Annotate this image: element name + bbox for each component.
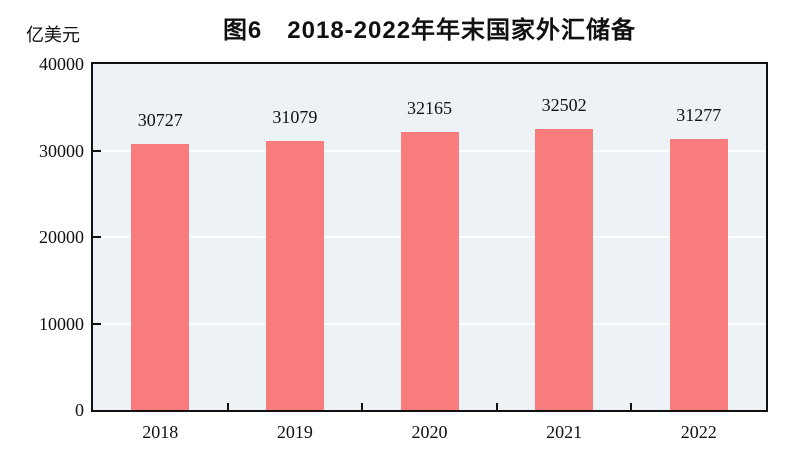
x-axis-tick-3 — [495, 403, 498, 410]
x-axis-tick-2 — [361, 403, 364, 410]
y-axis-unit-label: 亿美元 — [26, 25, 80, 45]
y-axis-label-20000: 20000 — [39, 227, 84, 247]
x-axis-tick-4 — [630, 403, 633, 410]
bar-2021 — [535, 128, 594, 410]
x-axis-tick-1 — [226, 403, 229, 410]
x-axis-label-2019: 2019 — [276, 422, 313, 442]
chart-title: 图6 2018-2022年年末国家外汇储备 — [222, 17, 637, 44]
value-label-2019: 31079 — [272, 107, 318, 128]
bar-2020 — [400, 131, 459, 410]
y-axis-label-30000: 30000 — [39, 140, 84, 161]
x-axis-label-2022: 2022 — [680, 422, 717, 442]
x-axis-label-2018: 2018 — [142, 422, 179, 442]
y-axis-tick-30000 — [93, 149, 101, 152]
y-axis-tick-20000 — [93, 236, 101, 238]
plot-area: 30727 31079 32165 32502 31277 — [91, 62, 768, 412]
y-axis-label-10000: 10000 — [39, 313, 84, 334]
value-label-2021: 32502 — [541, 94, 587, 115]
y-axis-tick-10000 — [93, 322, 101, 325]
x-axis-tick-labels: 2018 2019 2020 2021 2022 — [91, 420, 768, 446]
bar-2022 — [669, 139, 728, 410]
value-label-2020: 32165 — [407, 97, 452, 118]
bar-2018 — [131, 144, 190, 410]
y-axis-tick-labels: 0 10000 20000 30000 40000 — [0, 54, 84, 420]
bar-2019 — [265, 141, 324, 410]
y-axis-label-40000: 40000 — [39, 54, 84, 74]
x-axis-label-2020: 2020 — [411, 422, 448, 442]
y-axis-label-0: 0 — [75, 400, 84, 420]
value-label-2018: 30727 — [137, 110, 183, 131]
x-axis-label-2021: 2021 — [546, 422, 583, 442]
value-label-2022: 31277 — [676, 105, 722, 126]
